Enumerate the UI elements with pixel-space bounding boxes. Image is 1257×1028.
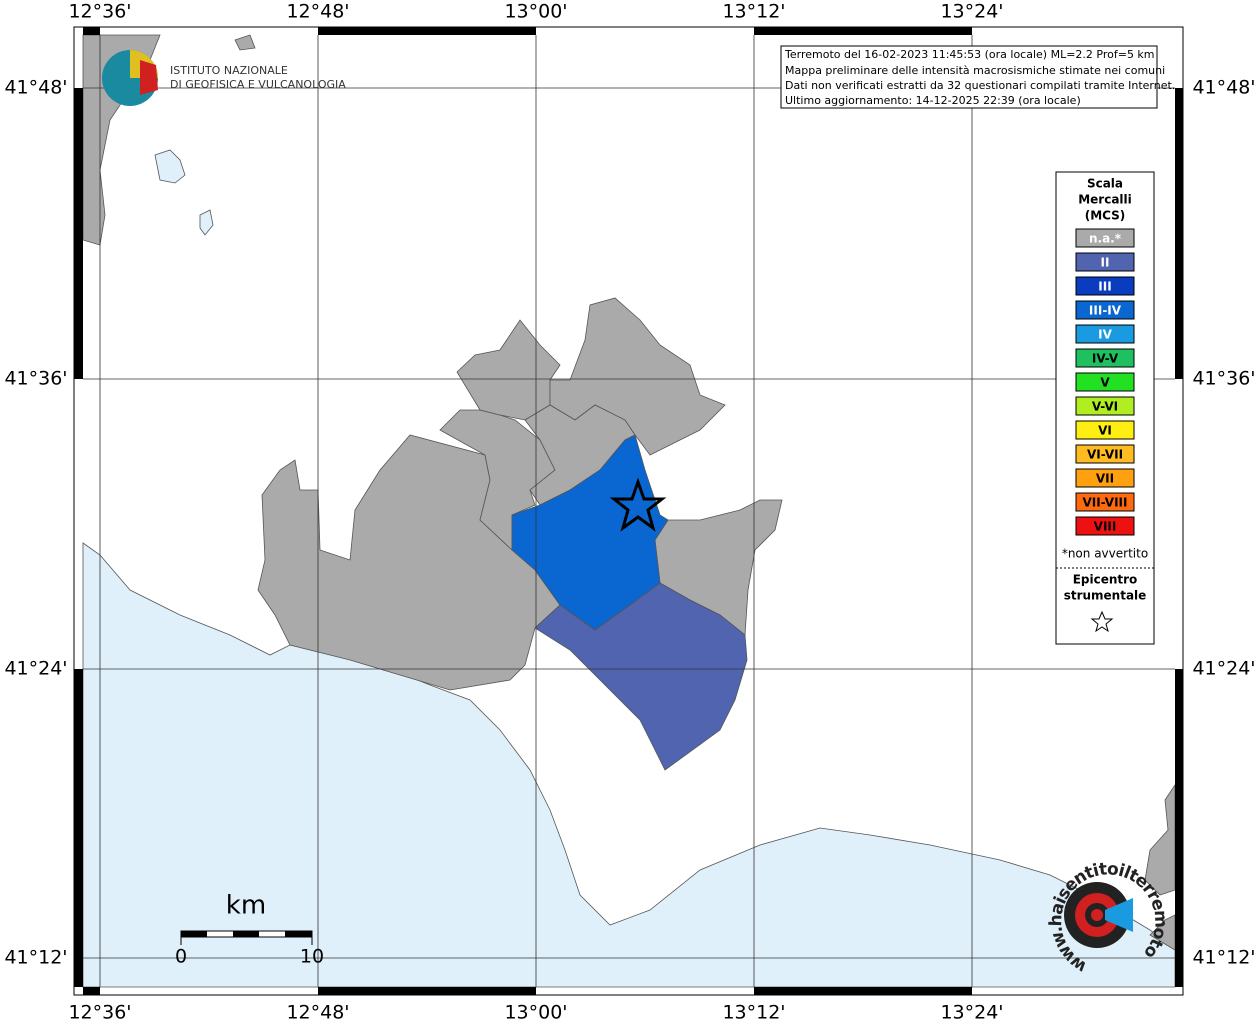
legend-swatch — [1075, 276, 1135, 296]
legend-label: III — [1098, 280, 1111, 294]
scale-segment — [181, 931, 207, 937]
logo-line: DI GEOFISICA E VULCANOLOGIA — [170, 78, 346, 91]
legend-note: *non avvertito — [1062, 547, 1148, 561]
legend-label: V — [1100, 376, 1110, 390]
x-label: 13°24' — [940, 1, 1003, 23]
y-label: 41°12' — [4, 947, 67, 969]
municipality-ii — [534, 582, 748, 771]
frame-band — [74, 958, 83, 987]
info-box: Terremoto del 16-02-2023 11:45:53 (ora l… — [780, 45, 1175, 109]
x-label: 13°00' — [504, 1002, 567, 1024]
legend-title: Scala — [1087, 177, 1123, 191]
legend-swatch — [1075, 324, 1135, 344]
scale-end: 10 — [300, 946, 324, 968]
y-label: 41°24' — [1192, 658, 1255, 680]
scale-unit: km — [226, 891, 266, 921]
legend-swatch — [1075, 420, 1135, 440]
legend-label: II — [1101, 256, 1110, 270]
legend-label: III-IV — [1089, 304, 1122, 318]
legend-label: VIII — [1094, 520, 1117, 534]
legend-swatch — [1075, 444, 1135, 464]
legend-swatch — [1075, 252, 1135, 272]
frame-band — [754, 27, 972, 35]
frame — [73, 26, 1184, 996]
legend-epicenter: strumentale — [1064, 589, 1147, 603]
scale-segment — [285, 931, 312, 937]
legend-swatch — [1075, 372, 1135, 392]
legend-star — [1090, 610, 1114, 633]
legend-label: VI-VII — [1087, 448, 1123, 462]
y-label: 41°12' — [1192, 947, 1255, 969]
legend-swatch — [1075, 300, 1135, 320]
info-line: Ultimo aggiornamento: 14-12-2025 22:39 (… — [785, 94, 1081, 107]
legend-label: IV-V — [1092, 352, 1119, 366]
frame-band — [1175, 88, 1183, 379]
x-label: 13°00' — [504, 1, 567, 23]
y-label: 41°36' — [1192, 368, 1255, 390]
lakes — [154, 149, 214, 236]
frame-bands — [74, 27, 1183, 995]
y-label: 41°48' — [4, 77, 67, 99]
frame-band — [1175, 669, 1183, 958]
legend-label: VI — [1098, 424, 1112, 438]
x-label: 13°24' — [940, 1002, 1003, 1024]
legend-swatch — [1075, 492, 1135, 512]
scale-bar: km 0 10 — [175, 891, 324, 968]
ingv-logo: ISTITUTO NAZIONALE DI GEOFISICA E VULCAN… — [102, 50, 346, 106]
legend-label: VII — [1096, 472, 1114, 486]
ingv-globe-part — [140, 60, 158, 95]
frame-band — [754, 987, 972, 995]
legend-swatch — [1075, 516, 1135, 536]
municipality-iii-iv — [511, 434, 669, 631]
legend-label: IV — [1098, 328, 1112, 342]
legend-label: VII-VIII — [1082, 496, 1127, 510]
info-frame — [780, 45, 1158, 109]
legend-swatch — [1075, 228, 1135, 248]
legend-swatch — [1075, 396, 1135, 416]
x-label: 12°48' — [286, 1002, 349, 1024]
y-label: 41°24' — [4, 658, 67, 680]
x-label: 12°36' — [68, 1, 131, 23]
frame-band — [318, 987, 536, 995]
legend-label: V-VI — [1092, 400, 1118, 414]
frame-band — [83, 987, 100, 995]
legend-swatch — [1075, 348, 1135, 368]
legend-swatch — [1075, 468, 1135, 488]
frame-band — [318, 27, 536, 35]
info-line: Dati non verificati estratti da 32 quest… — [785, 79, 1175, 92]
info-line: Terremoto del 16-02-2023 11:45:53 (ora l… — [784, 48, 1155, 61]
legend-title: (MCS) — [1085, 209, 1126, 223]
site-logo-beam — [1105, 898, 1133, 932]
x-label: 13°12' — [722, 1002, 785, 1024]
legend-label: n.a.* — [1089, 232, 1122, 246]
legend-title: Mercalli — [1078, 193, 1132, 207]
frame-band — [1175, 958, 1183, 987]
x-label: 12°36' — [68, 1002, 131, 1024]
frame-band — [74, 88, 83, 379]
frame-band — [83, 27, 100, 35]
y-label: 41°36' — [4, 368, 67, 390]
x-label: 13°12' — [722, 1, 785, 23]
logo-line: ISTITUTO NAZIONALE — [170, 64, 288, 77]
frame-band — [74, 669, 83, 958]
epicenter-star — [609, 477, 667, 532]
info-line: Mappa preliminare delle intensità macros… — [785, 64, 1165, 77]
scale-start: 0 — [175, 946, 187, 968]
legend-epicenter: Epicentro — [1073, 573, 1138, 587]
site-logo-core — [1091, 909, 1103, 921]
y-label: 41°48' — [1192, 77, 1255, 99]
legend: Scala Mercalli (MCS) *non avvertito Epic… — [1055, 171, 1155, 645]
municipalities-na — [82, 34, 1176, 951]
scale-segment — [233, 931, 259, 937]
x-label: 12°48' — [286, 1, 349, 23]
